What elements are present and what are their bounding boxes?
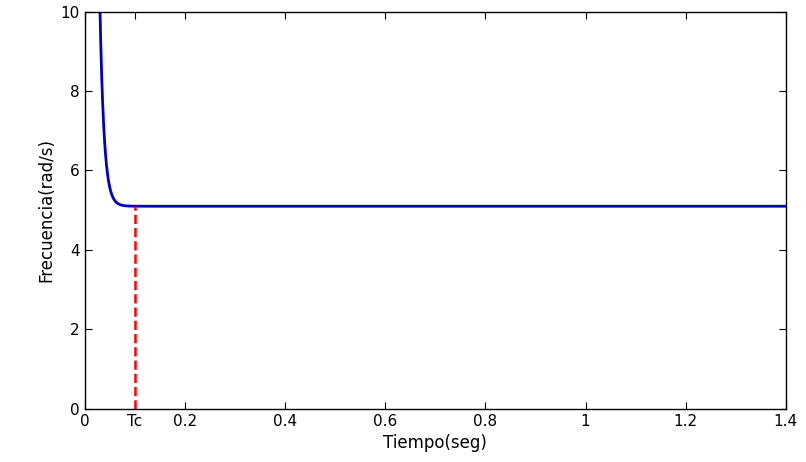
X-axis label: Tiempo(seg): Tiempo(seg) — [384, 434, 487, 452]
Y-axis label: Frecuencia(rad/s): Frecuencia(rad/s) — [37, 138, 55, 282]
